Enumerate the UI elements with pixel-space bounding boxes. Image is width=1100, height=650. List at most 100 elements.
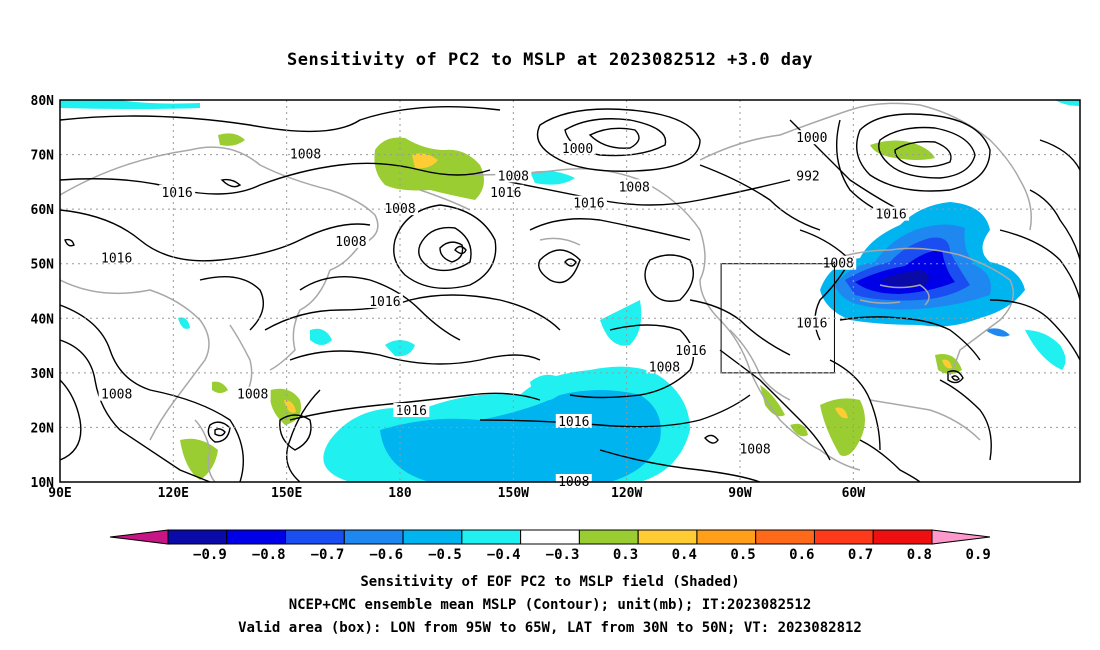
colorbar-tick-label: 0.9 (965, 547, 990, 563)
lon-label: 150E (271, 486, 302, 501)
map-title: Sensitivity of PC2 to MSLP at 2023082512… (286, 50, 813, 70)
contour-label-bg (332, 233, 369, 248)
colorbar: −0.9 −0.8 −0.7 −0.6 −0.5 −0.4 −0.3 0.3 0.4 0.5 0.6… (109, 529, 991, 563)
contour-label-bg (646, 359, 683, 374)
colorbar-max-arrow (931, 529, 991, 545)
colorbar-tick-label: −0.8 (252, 547, 286, 563)
colorbar-tick-label: −0.9 (193, 547, 227, 563)
lat-label: 50N (31, 258, 55, 273)
lat-label: 40N (31, 312, 55, 327)
contour-label-bg (366, 293, 403, 308)
contour-label: 1016 (369, 295, 400, 310)
contour-label: 1000 (562, 142, 593, 157)
lat-label: 30N (31, 367, 55, 382)
contour-label-bg (737, 441, 774, 456)
contour-label-bg (555, 413, 592, 428)
contour-label-bg (234, 386, 271, 401)
caption-line-2: NCEP+CMC ensemble mean MSLP (Contour); u… (288, 597, 812, 613)
colorbar-segment (461, 529, 522, 545)
lat-label: 80N (31, 94, 55, 109)
colorbar-segment (285, 529, 345, 545)
colorbar-segment (402, 529, 463, 545)
colorbar-tick-label: 0.3 (613, 547, 638, 563)
lat-label: 20N (31, 421, 55, 436)
contour-label: 1008 (619, 180, 650, 195)
contour-label-bg (287, 146, 324, 161)
contour-label-bg (616, 179, 653, 194)
contour-label: 1008 (335, 235, 366, 250)
contour-label: 1016 (558, 415, 589, 430)
contour-label: 1008 (237, 388, 268, 403)
lon-label: 120W (611, 486, 642, 501)
lat-label: 70N (31, 149, 55, 164)
contour-label-bg (794, 168, 822, 183)
colorbar-tick-label: −0.3 (546, 547, 580, 563)
colorbar-segment (578, 529, 639, 545)
contour-label: 1016 (101, 251, 132, 266)
contour-label: 1008 (498, 169, 529, 184)
colorbar-tick-label: 0.6 (789, 547, 814, 563)
colorbar-min-arrow (109, 529, 169, 545)
contour-label: 1016 (396, 404, 427, 419)
contour-label: 1000 (796, 131, 827, 146)
colorbar-tick-label: −0.5 (428, 547, 462, 563)
contour-label: 992 (796, 169, 819, 184)
caption-line-3: Valid area (box): LON from 95W to 65W, L… (238, 620, 862, 636)
contour-label: 1008 (739, 442, 770, 457)
contour-label-bg (159, 184, 196, 199)
lon-label: 60W (842, 486, 866, 501)
colorbar-tick-label: 0.5 (730, 547, 755, 563)
contour-label-bg (555, 474, 592, 488)
colorbar-tick-label: 0.7 (848, 547, 873, 563)
lon-label: 180 (388, 486, 412, 501)
contour-label-bg (570, 195, 607, 210)
contour-label-bg (495, 168, 532, 183)
colorbar-segment (755, 529, 815, 545)
contour-label-bg (793, 130, 830, 145)
contour-label: 1016 (573, 197, 604, 212)
colorbar-segment (637, 529, 698, 545)
lat-label: 10N (31, 476, 55, 491)
lat-label: 60N (31, 203, 55, 218)
map-frame (59, 99, 1081, 483)
contour-label-bg (487, 184, 524, 199)
contour-label: 1008 (101, 388, 132, 403)
colorbar-segment (696, 529, 757, 545)
colorbar-tick-label: 0.8 (907, 547, 932, 563)
contour-label: 1008 (823, 257, 854, 272)
contour-label: 1016 (490, 186, 521, 201)
contour-label: 1008 (290, 148, 321, 163)
colorbar-segment (872, 529, 933, 545)
colorbar-tick-label: 0.4 (672, 547, 697, 563)
contour-label-bg (98, 386, 135, 401)
colorbar-segment (167, 529, 228, 545)
contour-label-bg (98, 250, 135, 265)
contour-label-bg (559, 141, 596, 156)
contour-label: 1016 (796, 317, 827, 332)
colorbar-segment (813, 529, 874, 545)
contour-label-bg (672, 343, 709, 358)
colorbar-tick-label: −0.4 (487, 547, 521, 563)
lon-label: 90W (728, 486, 752, 501)
colorbar-tick-label: −0.6 (369, 547, 403, 563)
gridlines (60, 100, 1080, 482)
lon-label: 150W (498, 486, 529, 501)
contour-label: 1016 (161, 186, 192, 201)
lon-label: 90E (48, 486, 71, 501)
colorbar-segment (343, 529, 404, 545)
colorbar-segment (226, 529, 287, 545)
colorbar-tick-label: −0.7 (311, 547, 345, 563)
contour-label-bg (793, 315, 830, 330)
contour-label: 1008 (649, 360, 680, 375)
caption-line-1: Sensitivity of EOF PC2 to MSLP field (Sh… (360, 574, 740, 590)
colorbar-segment (520, 529, 580, 545)
contour-label-bg (393, 403, 430, 418)
contour-label: 1016 (875, 208, 906, 223)
contour-label-bg (820, 255, 857, 270)
lon-label: 120E (158, 486, 189, 501)
contour-label-bg (873, 206, 910, 221)
contour-label: 1016 (675, 344, 706, 359)
